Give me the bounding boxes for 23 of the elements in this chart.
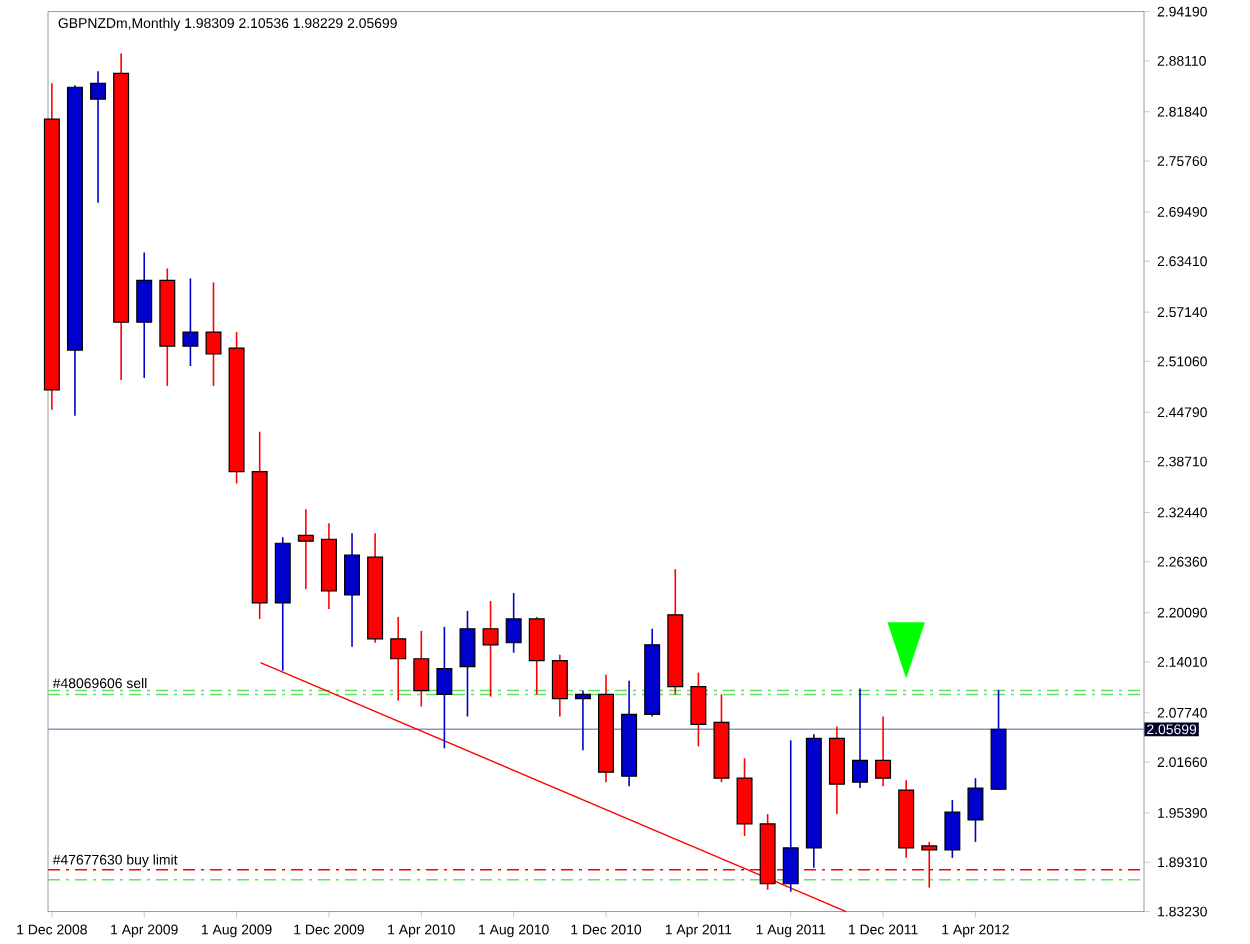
candlestick — [852, 687, 868, 789]
candlestick — [828, 725, 845, 815]
candlestick — [344, 532, 361, 648]
candlestick — [90, 70, 107, 204]
candlestick — [482, 600, 499, 698]
candlestick — [505, 592, 522, 654]
candlestick — [782, 739, 799, 893]
candlestick — [413, 630, 430, 708]
candlestick — [736, 757, 753, 837]
candlestick — [390, 616, 407, 702]
candlestick — [528, 616, 545, 696]
candlestick — [297, 508, 314, 590]
candlestick — [459, 610, 476, 718]
candlestick — [136, 251, 153, 379]
candlestick — [967, 777, 984, 843]
candlestick — [574, 689, 591, 752]
candlestick — [436, 626, 453, 750]
candlestick — [944, 799, 961, 859]
candlestick — [690, 671, 707, 748]
candlestick — [205, 281, 222, 387]
candlestick — [875, 715, 892, 788]
candlestick — [182, 277, 199, 367]
candlestick — [551, 653, 568, 718]
